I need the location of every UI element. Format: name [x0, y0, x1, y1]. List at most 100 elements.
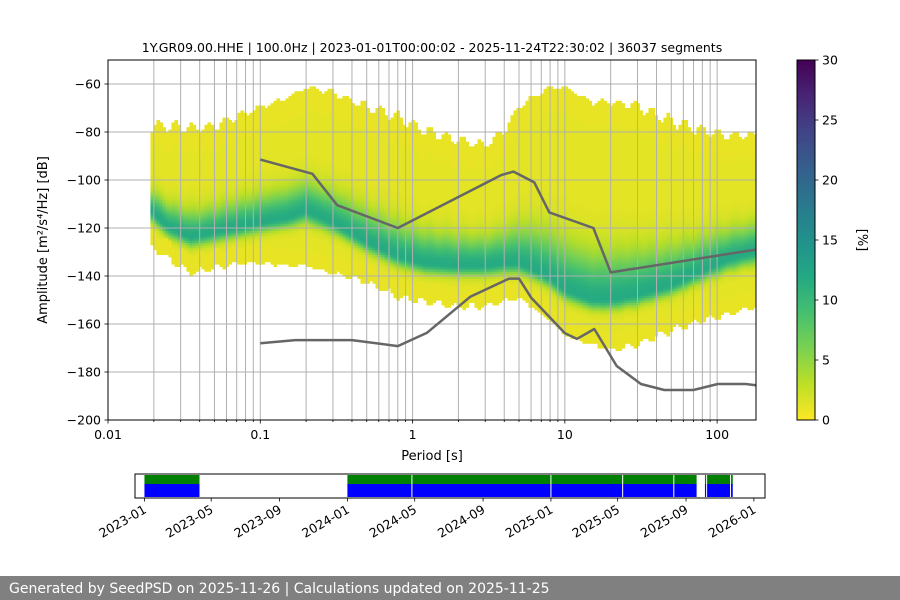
heatmap-cell [195, 216, 200, 219]
heatmap-cell [216, 240, 221, 243]
heatmap-cell [273, 112, 278, 116]
heatmap-cell [276, 249, 281, 253]
heatmap-cell [231, 180, 236, 183]
heatmap-cell [177, 232, 182, 236]
heatmap-cell [186, 134, 191, 138]
heatmap-cell [210, 189, 215, 193]
heatmap-cell [216, 136, 221, 140]
heatmap-cell [279, 201, 284, 205]
heatmap-cell [222, 254, 227, 258]
heatmap-cell [219, 122, 224, 126]
heatmap-cell [156, 170, 161, 174]
heatmap-cell [228, 216, 233, 219]
heatmap-cell [168, 132, 173, 135]
heatmap-cell [264, 146, 269, 150]
heatmap-cell [168, 206, 173, 210]
heatmap-cell [180, 160, 185, 164]
heatmap-cell [207, 247, 212, 251]
heatmap-cell [156, 196, 161, 200]
heatmap-cell [180, 139, 185, 143]
heatmap-cell [177, 230, 182, 234]
heatmap-cell [270, 122, 275, 126]
heatmap-cell [288, 199, 293, 203]
heatmap-cell [177, 247, 182, 251]
heatmap-cell [270, 165, 275, 169]
heatmap-cell [249, 175, 254, 179]
heatmap-cell [240, 163, 245, 167]
heatmap-cell [195, 254, 200, 258]
heatmap-cell [222, 182, 227, 186]
heatmap-cell [273, 264, 278, 267]
heatmap-cell [219, 187, 224, 191]
heatmap-cell [267, 242, 272, 246]
heatmap-cell [195, 136, 200, 140]
heatmap-cell [180, 237, 185, 241]
heatmap-cell [216, 196, 221, 200]
heatmap-cell [273, 189, 278, 193]
heatmap-cell [198, 141, 203, 145]
heatmap-cell [177, 153, 182, 157]
heatmap-cell [156, 163, 161, 167]
heatmap-cell [240, 160, 245, 164]
heatmap-cell [219, 160, 224, 164]
heatmap-cell [240, 252, 245, 255]
heatmap-cell [228, 201, 233, 205]
heatmap-cell [162, 165, 167, 169]
heatmap-cell [189, 192, 194, 195]
heatmap-cell [270, 163, 275, 167]
heatmap-cell [195, 206, 200, 210]
heatmap-cell [159, 196, 164, 200]
heatmap-cell [195, 129, 200, 133]
heatmap-cell [153, 189, 158, 193]
heatmap-cell [195, 225, 200, 229]
heatmap-cell [153, 192, 158, 195]
heatmap-cell [159, 136, 164, 140]
heatmap-cell [168, 211, 173, 215]
heatmap-cell [204, 136, 209, 140]
heatmap-cell [276, 103, 281, 107]
heatmap-cell [216, 192, 221, 195]
heatmap-cell [279, 124, 284, 128]
heatmap-cell [198, 194, 203, 198]
heatmap-cell [150, 148, 155, 152]
heatmap-cell [156, 213, 161, 217]
heatmap-cell [213, 208, 218, 212]
heatmap-cell [279, 204, 284, 207]
heatmap-cell [201, 136, 206, 140]
heatmap-cell [150, 165, 155, 169]
heatmap-cell [195, 160, 200, 164]
heatmap-cell [228, 189, 233, 193]
heatmap-cell [210, 139, 215, 143]
heatmap-cell [222, 240, 227, 243]
heatmap-cell [204, 216, 209, 219]
heatmap-cell [165, 242, 170, 246]
heatmap-cell [210, 165, 215, 169]
heatmap-cell [267, 208, 272, 212]
heatmap-cell [252, 141, 257, 145]
heatmap-cell [237, 165, 242, 169]
heatmap-cell [186, 220, 191, 224]
heatmap-cell [273, 252, 278, 255]
heatmap-cell [162, 187, 167, 191]
heatmap-cell [222, 256, 227, 260]
heatmap-cell [213, 175, 218, 179]
heatmap-cell [180, 187, 185, 191]
heatmap-cell [330, 88, 335, 92]
heatmap-cell [183, 220, 188, 224]
heatmap-cell [252, 240, 257, 243]
heatmap-cell [189, 170, 194, 174]
heatmap-cell [195, 153, 200, 157]
heatmap-cell [273, 158, 278, 162]
heatmap-cell [225, 127, 230, 131]
heatmap-cell [153, 172, 158, 176]
heatmap-cell [171, 240, 176, 243]
heatmap-cell [216, 194, 221, 198]
heatmap-cell [183, 139, 188, 143]
heatmap-cell [225, 158, 230, 162]
heatmap-cell [231, 172, 236, 176]
heatmap-cell [225, 144, 230, 147]
heatmap-cell [216, 256, 221, 260]
heatmap-cell [207, 168, 212, 171]
heatmap-cell [255, 168, 260, 171]
heatmap-cell [183, 228, 188, 231]
